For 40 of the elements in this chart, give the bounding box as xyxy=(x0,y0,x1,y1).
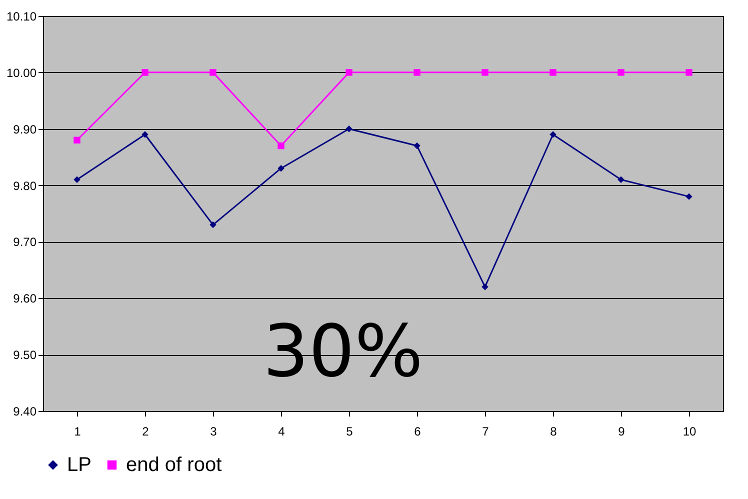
y-tick-label: 9.80 xyxy=(13,178,37,193)
point xyxy=(278,142,284,150)
y-tick-label: 10.00 xyxy=(6,66,37,80)
point xyxy=(346,69,352,76)
point xyxy=(346,126,352,132)
point xyxy=(414,142,420,150)
point xyxy=(618,69,624,76)
legend-label: end of root xyxy=(126,454,222,476)
y-tick-label: 9.70 xyxy=(13,235,37,250)
y-tick-label: 9.50 xyxy=(13,348,37,362)
point xyxy=(210,221,216,228)
point xyxy=(74,136,80,144)
x-tick-label: 6 xyxy=(414,424,422,438)
x-tick-label: 9 xyxy=(618,424,626,438)
x-tick-label: 1 xyxy=(74,424,82,438)
point xyxy=(142,131,148,138)
point xyxy=(482,284,488,290)
x-tick-label: 8 xyxy=(550,424,558,438)
point xyxy=(686,193,692,200)
y-tick-label: 9.40 xyxy=(13,404,37,418)
point xyxy=(482,69,488,76)
x-tick-label: 5 xyxy=(346,424,354,438)
y-tick-label: 10.10 xyxy=(6,10,37,24)
legend-label: LP xyxy=(67,454,92,476)
x-tick-label: 7 xyxy=(482,424,490,438)
point xyxy=(414,69,420,76)
point xyxy=(550,131,556,138)
point xyxy=(278,165,284,172)
point xyxy=(686,69,692,76)
point xyxy=(74,176,80,183)
x-tick-label: 3 xyxy=(210,424,218,438)
x-tick-label: 2 xyxy=(142,424,150,438)
point xyxy=(142,69,148,76)
x-tick-label: 10 xyxy=(682,424,696,438)
point xyxy=(550,69,556,76)
point xyxy=(210,69,216,76)
y-tick-label: 9.60 xyxy=(13,292,37,306)
x-tick-label: 4 xyxy=(278,424,286,438)
point xyxy=(618,176,624,183)
y-tick-label: 9.90 xyxy=(13,122,37,136)
